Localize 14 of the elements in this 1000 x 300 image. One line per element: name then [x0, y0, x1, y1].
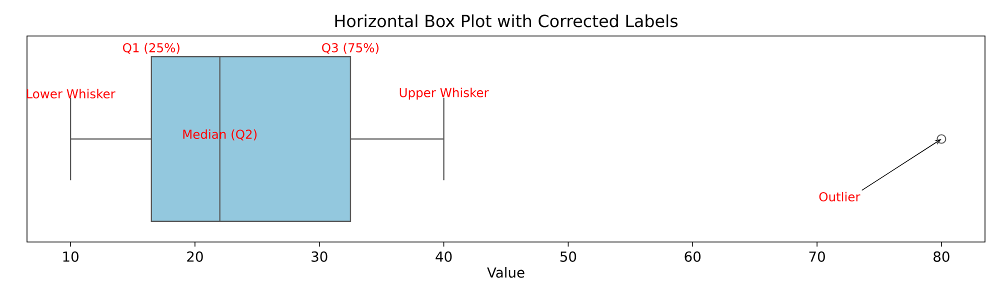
x-axis-title: Value: [487, 267, 524, 278]
x-tick-label: 80: [934, 251, 950, 262]
annotation: Outlier: [819, 192, 860, 202]
x-tick-label: 10: [63, 251, 78, 262]
text: Q1 (25%): [123, 42, 180, 54]
annotation: Upper Whisker: [400, 88, 489, 100]
text: Q3 (75%): [322, 42, 379, 54]
x-tick-label: 40: [436, 251, 452, 262]
x-tick-label: 60: [684, 251, 701, 262]
x-tick-label: 50: [560, 251, 576, 262]
chart-title: Horizontal Box Plot with Corrected Labels: [335, 14, 678, 28]
x-tick-label: 70: [809, 251, 825, 262]
x-tick-label: 20: [187, 251, 203, 262]
x-tick-label: 30: [312, 251, 328, 262]
